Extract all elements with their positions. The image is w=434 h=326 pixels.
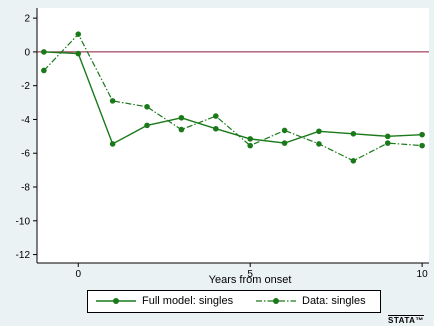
point-data xyxy=(247,142,253,149)
legend-label-data: Data: singles xyxy=(302,295,366,307)
point-data xyxy=(144,103,150,110)
legend-sample-full-model xyxy=(96,298,136,304)
point-data xyxy=(419,142,425,149)
y-tick-label: -6 xyxy=(21,149,30,160)
legend-sample-data xyxy=(256,298,296,304)
point-full-model xyxy=(247,136,253,142)
point-data xyxy=(384,140,391,146)
point-data xyxy=(109,98,116,104)
x-axis-label: Years from onset xyxy=(209,274,292,286)
point-data xyxy=(213,113,219,119)
point-full-model xyxy=(41,49,47,55)
point-data xyxy=(75,31,82,37)
y-tick-label: 2 xyxy=(24,14,30,25)
point-full-model xyxy=(178,114,185,121)
x-tick-label: 10 xyxy=(417,269,429,280)
x-tick-label: 5 xyxy=(247,269,253,280)
point-full-model xyxy=(75,50,82,57)
series-line-full-model xyxy=(43,51,423,145)
point-data xyxy=(316,141,322,147)
point-data xyxy=(41,67,47,74)
stata-watermark: STATA™ xyxy=(388,315,424,325)
point-full-model xyxy=(384,133,391,140)
plot-area xyxy=(37,8,429,263)
series-line-data xyxy=(43,33,423,162)
point-full-model xyxy=(281,140,288,146)
point-full-model xyxy=(213,125,219,132)
y-tick-label: -8 xyxy=(21,183,30,194)
point-data xyxy=(281,127,288,134)
point-full-model xyxy=(316,128,322,135)
point-full-model xyxy=(350,131,357,137)
x-tick-label: 0 xyxy=(75,269,81,280)
y-tick-label: -4 xyxy=(21,115,30,126)
point-data xyxy=(350,158,357,164)
y-tick-label: 0 xyxy=(24,47,30,58)
y-tick-label: -12 xyxy=(16,250,31,261)
point-full-model xyxy=(109,141,116,147)
point-full-model xyxy=(144,122,150,129)
point-full-model xyxy=(419,131,425,138)
y-tick-label: -10 xyxy=(16,216,31,227)
point-data xyxy=(178,126,185,133)
legend-label-full-model: Full model: singles xyxy=(142,295,234,307)
y-tick-label: -2 xyxy=(21,81,30,92)
legend: Full model: singles Data: singles xyxy=(87,290,381,313)
